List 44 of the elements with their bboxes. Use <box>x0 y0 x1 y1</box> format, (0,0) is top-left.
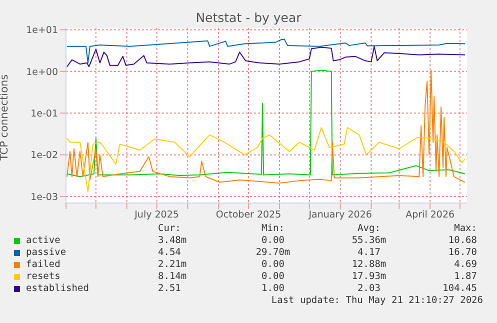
text: 55.36m <box>352 235 386 246</box>
text: 2.51 <box>158 283 181 294</box>
text: 4.54 <box>158 247 181 258</box>
text: Cur: <box>158 223 181 234</box>
text: 0.00 <box>262 235 284 246</box>
text: 1.00 <box>262 283 284 294</box>
x-tick-label: July 2025 <box>134 210 179 221</box>
legend-label: resets <box>26 271 60 282</box>
text: 8.14m <box>158 271 187 282</box>
y-tick-label: 1e+00 <box>26 66 58 78</box>
text: 3.48m <box>158 235 187 246</box>
x-tick-label: October 2025 <box>216 210 282 221</box>
legend-label: established <box>26 283 89 294</box>
text: 2.03 <box>358 283 380 294</box>
y-tick-label: 1e+01 <box>26 25 58 36</box>
y-axis-title: TCP connections <box>0 74 11 162</box>
text: 4.69 <box>454 259 477 270</box>
text: 10.68 <box>448 235 477 246</box>
text: 16.70 <box>448 247 477 258</box>
line-series <box>66 46 466 68</box>
x-tick-label: April 2026 <box>406 210 455 221</box>
text: 104.45 <box>442 283 477 294</box>
text: 0.00 <box>262 259 284 270</box>
text: 1.87 <box>454 271 477 282</box>
text: Max: <box>454 223 477 234</box>
y-tick-label: 1e-03 <box>30 192 58 203</box>
y-tick-label: 1e-02 <box>30 150 58 162</box>
text: Avg: <box>358 223 380 234</box>
text: 17.93m <box>352 271 386 282</box>
legend-label: failed <box>26 259 60 270</box>
text: Last update: Thu May 21 21:10:27 2026 <box>271 295 483 306</box>
line-series <box>66 38 466 64</box>
text: Min: <box>262 223 284 234</box>
line-series <box>66 127 466 192</box>
text: 2.21m <box>158 259 187 270</box>
legend-label: active <box>26 235 60 246</box>
chart-title: Netstat - by year <box>194 10 302 25</box>
legend-label: passive <box>26 247 66 258</box>
x-tick-label: January 2026 <box>308 210 372 221</box>
text: 12.88m <box>352 259 386 270</box>
text: 4.17 <box>358 247 380 258</box>
text: 29.70m <box>256 247 290 258</box>
y-tick-label: 1e-01 <box>30 108 58 120</box>
text: 0.00 <box>262 271 284 282</box>
